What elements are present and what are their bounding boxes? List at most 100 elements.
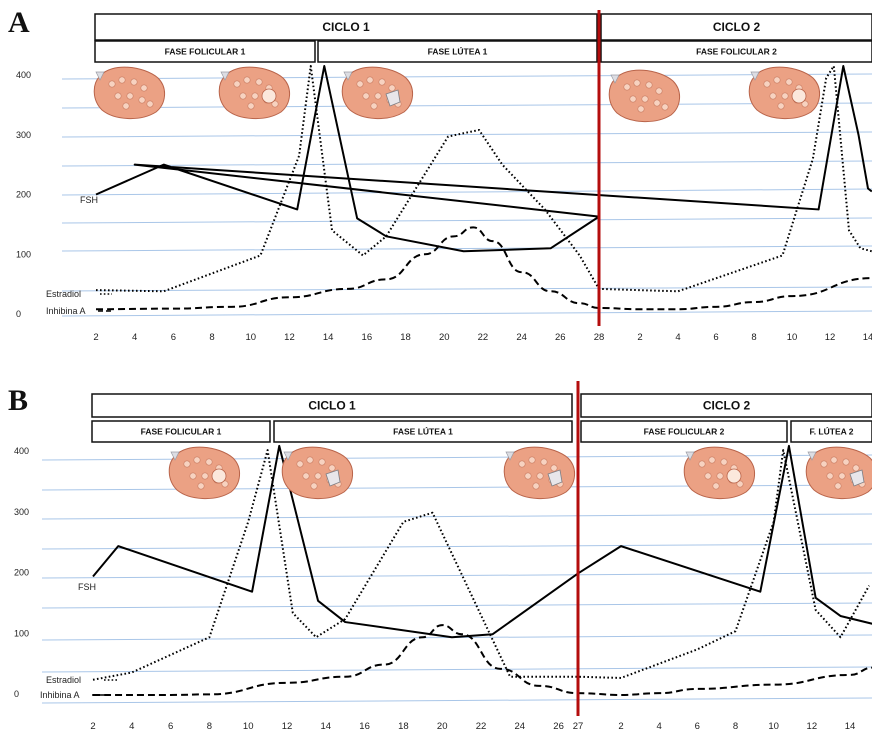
x-tick-label: 6: [713, 332, 718, 343]
chart-panel-b: B CICLO 1 CICLO 2 FASE FOLICULAR 1 FASE LÚTE…: [8, 381, 872, 729]
follicle: [550, 464, 558, 472]
follicle: [629, 95, 637, 103]
gridline: [41, 666, 872, 673]
x-tick-label: 22: [478, 332, 489, 343]
cycle-header-box: [91, 393, 573, 418]
ovary-illustration: [503, 446, 575, 499]
phase-header-label: FASE FOLICULAR 2: [696, 47, 777, 57]
panel-letter: B: [8, 384, 28, 417]
phase-header-box: [273, 420, 573, 443]
ovary-ligament: [807, 451, 817, 461]
ovary-ligament: [505, 451, 515, 461]
follicle: [189, 472, 197, 480]
phase-header-label: FASE FOLICULAR 1: [165, 47, 246, 57]
follicle: [126, 92, 134, 100]
follicle: [366, 76, 374, 84]
follicle: [777, 102, 785, 110]
follicle: [834, 482, 842, 490]
dominant-follicle: [726, 468, 742, 484]
x-tick-label: 6: [168, 721, 173, 729]
follicle: [193, 456, 201, 464]
x-tick-label: 4: [132, 332, 137, 343]
y-tick-label: 100: [16, 249, 31, 259]
follicle: [183, 460, 191, 468]
phase-header-label: F. LÚTEA 2: [809, 426, 853, 437]
follicle: [370, 102, 378, 110]
y-tick-label: 400: [16, 70, 31, 80]
gridline: [61, 131, 872, 138]
follicle: [378, 78, 386, 86]
follicle: [518, 460, 526, 468]
follicle: [524, 472, 532, 480]
series-line-fsh: [92, 444, 872, 639]
series-label: FSH: [80, 195, 98, 205]
follicle: [716, 472, 724, 480]
phase-header-box: [790, 420, 872, 443]
ovary-ligament: [343, 71, 353, 81]
cycle-header-box: [580, 393, 872, 418]
x-tick-label: 4: [675, 332, 680, 343]
gridline: [61, 245, 872, 252]
phase-header-box: [91, 420, 271, 443]
x-tick-label: 27: [573, 721, 584, 729]
ovary-ligament: [750, 71, 760, 81]
follicle: [296, 460, 304, 468]
x-tick-label: 14: [321, 721, 332, 729]
x-tick-label: 6: [171, 332, 176, 343]
follicle: [826, 472, 834, 480]
ovary-illustration: [218, 66, 290, 119]
follicle: [362, 92, 370, 100]
follicle: [108, 80, 116, 88]
y-tick-label: 400: [14, 446, 29, 456]
follicle: [130, 78, 138, 86]
follicle: [122, 102, 130, 110]
follicle: [251, 92, 259, 100]
x-tick-label: 10: [787, 332, 798, 343]
gridline: [61, 160, 872, 167]
y-tick-label: 100: [14, 628, 29, 638]
follicle: [201, 472, 209, 480]
phase-header-label: FASE LÚTEA 1: [428, 46, 488, 57]
follicle: [769, 92, 777, 100]
x-tick-label: 10: [768, 721, 779, 729]
follicle: [842, 458, 850, 466]
phase-header-box: [600, 40, 872, 63]
x-tick-label: 24: [515, 721, 526, 729]
follicle: [247, 102, 255, 110]
follicle: [205, 458, 213, 466]
follicle: [698, 460, 706, 468]
y-tick-label: 300: [14, 507, 29, 517]
follicle: [645, 81, 653, 89]
chart-panel-a: A CICLO 1 CICLO 2 FASE FOLICULAR 1 FASE LÚTE…: [8, 6, 872, 343]
series-line-fsh: [95, 65, 872, 253]
x-tick-label: 2: [93, 332, 98, 343]
cycle-header-label: CICLO 1: [308, 399, 356, 413]
ovary-illustration: [805, 446, 872, 499]
follicle: [197, 482, 205, 490]
follicle: [310, 482, 318, 490]
series-label: FSH: [78, 582, 96, 592]
x-tick-label: 24: [516, 332, 527, 343]
follicle: [661, 103, 669, 111]
follicle: [318, 458, 326, 466]
series-label: Inhibina A: [46, 306, 86, 316]
ovary-ligament: [170, 451, 180, 461]
follicle: [720, 458, 728, 466]
x-tick-label: 10: [245, 332, 256, 343]
follicle: [773, 76, 781, 84]
follicle: [221, 480, 229, 488]
phase-header-label: FASE FOLICULAR 1: [141, 427, 222, 437]
x-tick-label: 2: [618, 721, 623, 729]
follicle: [114, 92, 122, 100]
phase-header-label: FASE LÚTEA 1: [393, 426, 453, 437]
follicle: [653, 99, 661, 107]
x-tick-label: 8: [733, 721, 738, 729]
follicle: [820, 460, 828, 468]
corpus-luteum: [849, 469, 865, 487]
series-line-estradiol: [92, 449, 870, 681]
ovary-illustration: [608, 69, 680, 122]
gridline: [41, 572, 872, 579]
gridline: [61, 102, 872, 109]
follicle: [637, 105, 645, 113]
follicle: [302, 472, 310, 480]
